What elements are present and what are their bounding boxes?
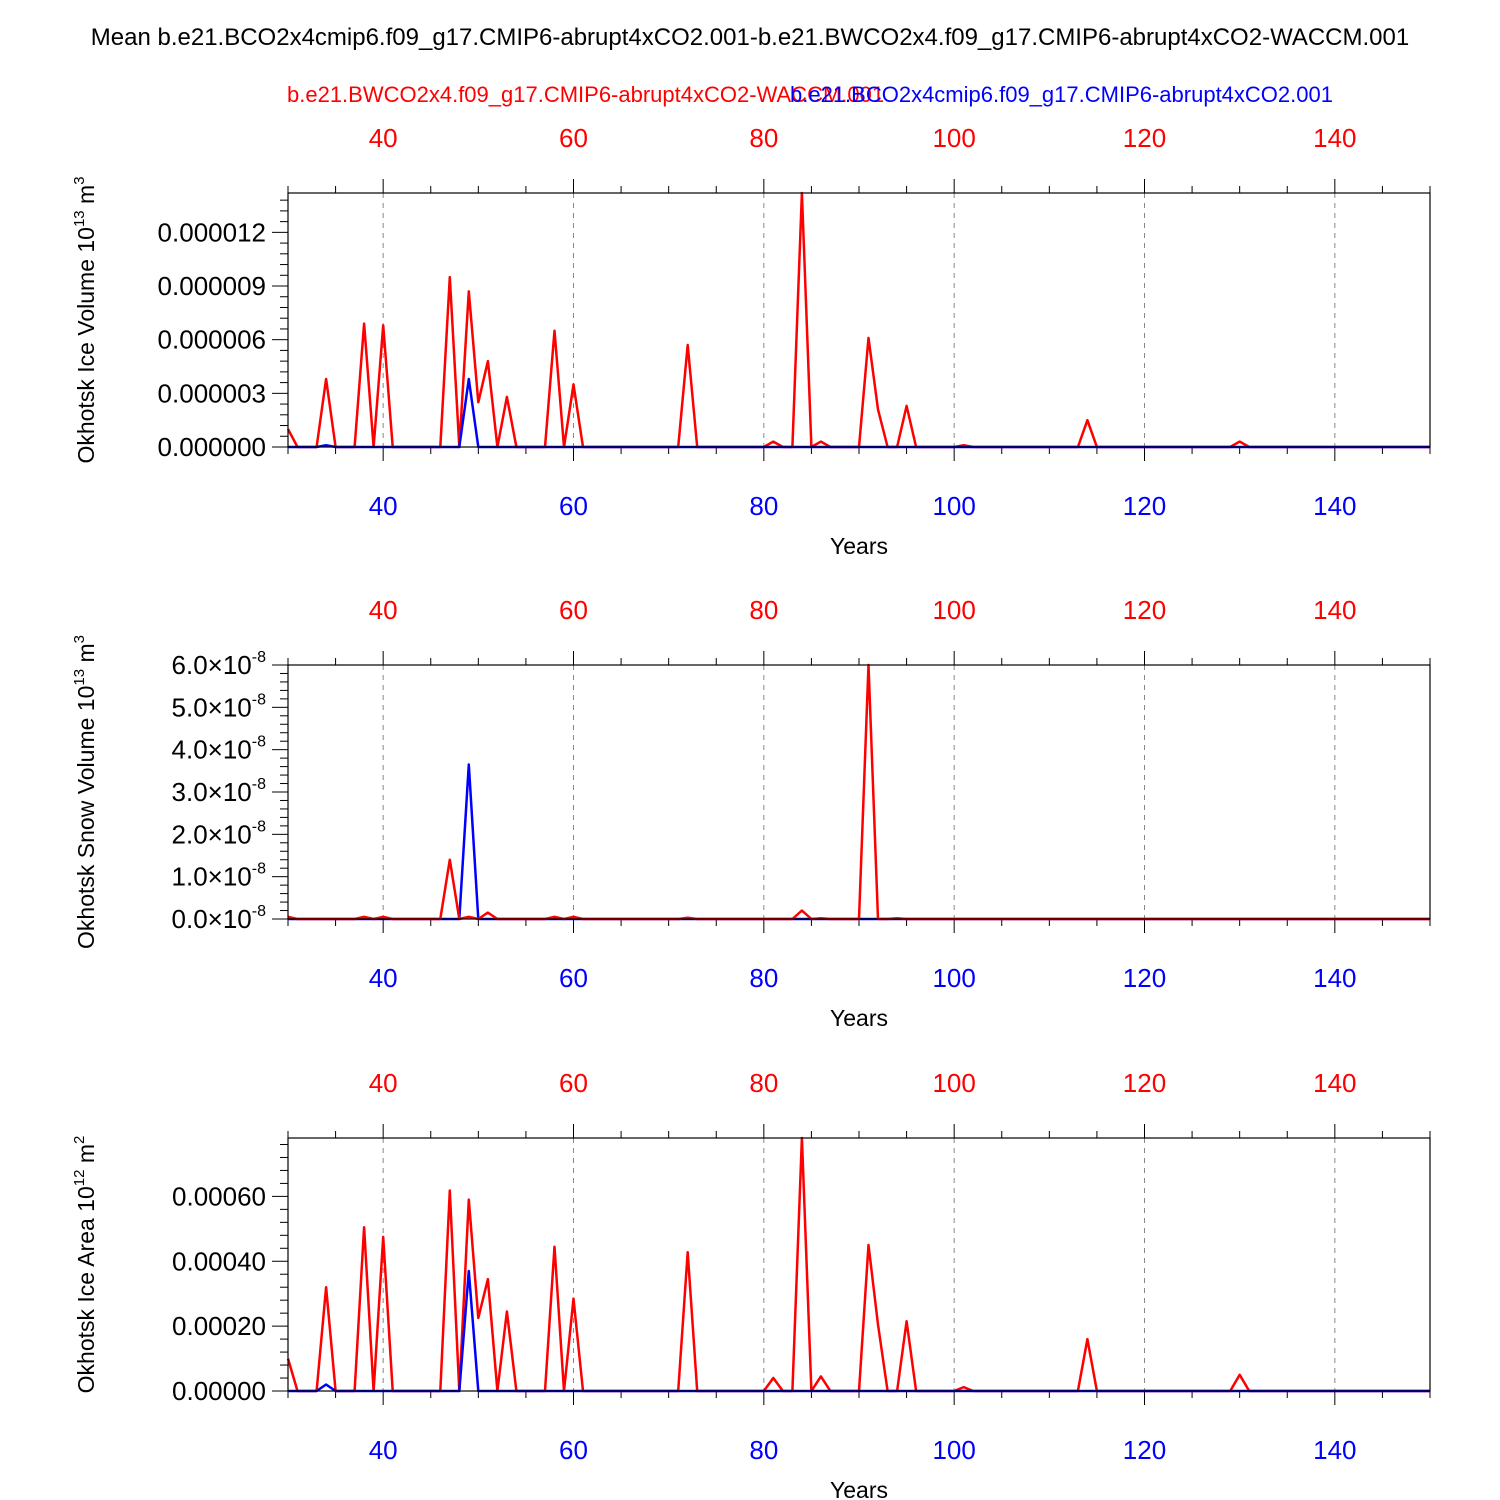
- x-tick-label-top: 40: [369, 123, 398, 153]
- legend-blue-series-label: b.e21.BCO2x4cmip6.f09_g17.CMIP6-abrupt4x…: [790, 82, 1333, 107]
- x-tick-label-top: 60: [559, 123, 588, 153]
- y-tick-label: 0.000000: [158, 432, 266, 462]
- x-tick-label-bottom: 140: [1313, 963, 1356, 993]
- x-tick-label-top: 80: [749, 1068, 778, 1098]
- y-tick-label: 0.00000: [172, 1376, 266, 1406]
- x-tick-label-top: 140: [1313, 123, 1356, 153]
- chart-panels: 40 40 60 60 80 80 100 100 120 120 140 140 Years 0.000…: [71, 123, 1431, 1500]
- y-tick-label: 2.0×10-8: [172, 818, 267, 849]
- x-tick-label-top: 80: [749, 595, 778, 625]
- x-tick-label-top: 120: [1123, 1068, 1166, 1098]
- plot-frame: [287, 1137, 1431, 1392]
- x-tick-label-bottom: 140: [1313, 1435, 1356, 1465]
- y-tick-label: 0.000003: [158, 378, 266, 408]
- y-tick-label: 0.000012: [158, 217, 266, 247]
- legend-red-series-label: b.e21.BWCO2x4.f09_g17.CMIP6-abrupt4xCO2-…: [287, 82, 884, 107]
- x-tick-label-top: 60: [559, 595, 588, 625]
- y-axis-label: Okhotsk Ice Area 1012 m2: [71, 1136, 99, 1394]
- x-tick-label-top: 140: [1313, 595, 1356, 625]
- x-tick-label-bottom: 40: [369, 491, 398, 521]
- x-tick-label-bottom: 100: [932, 963, 975, 993]
- y-tick-label: 0.000009: [158, 271, 266, 301]
- chart-panel-3: 40 40 60 60 80 80 100 100 120 120 140 140 Years 0.000…: [71, 1068, 1431, 1500]
- y-axis-label: Okhotsk Ice Volume 1013 m3: [71, 176, 99, 463]
- x-tick-label-bottom: 60: [559, 1435, 588, 1465]
- plot-frame: [287, 192, 1431, 448]
- x-tick-label-top: 100: [932, 1068, 975, 1098]
- x-tick-label-bottom: 120: [1123, 1435, 1166, 1465]
- series-line-red: [287, 663, 1430, 921]
- x-tick-label-top: 60: [559, 1068, 588, 1098]
- x-tick-label-bottom: 60: [559, 963, 588, 993]
- x-tick-label-bottom: 100: [932, 1435, 975, 1465]
- y-tick-label: 0.00040: [172, 1246, 266, 1276]
- chart-panel-1: 40 40 60 60 80 80 100 100 120 120 140 140 Years 0.000…: [71, 123, 1431, 559]
- chart-panel-2: 40 40 60 60 80 80 100 100 120 120 140 140 Years 0.0×1…: [71, 595, 1431, 1031]
- series-line-red: [286, 1136, 1430, 1393]
- y-tick-label: 6.0×10-8: [172, 649, 267, 680]
- plot-frame: [287, 664, 1431, 920]
- x-tick-label-bottom: 60: [559, 491, 588, 521]
- x-tick-label-bottom: 80: [749, 1435, 778, 1465]
- x-tick-label-bottom: 100: [932, 491, 975, 521]
- x-axis-label: Years: [830, 1477, 888, 1500]
- x-tick-label-top: 40: [369, 1068, 398, 1098]
- y-tick-label: 4.0×10-8: [172, 734, 267, 765]
- y-tick-label: 5.0×10-8: [172, 691, 267, 722]
- x-tick-label-top: 100: [932, 595, 975, 625]
- x-tick-label-top: 120: [1123, 123, 1166, 153]
- y-tick-label: 0.000006: [158, 325, 266, 355]
- x-tick-label-top: 120: [1123, 595, 1166, 625]
- x-tick-label-bottom: 120: [1123, 491, 1166, 521]
- y-tick-label: 1.0×10-8: [172, 861, 267, 892]
- figure-title: Mean b.e21.BCO2x4cmip6.f09_g17.CMIP6-abr…: [91, 24, 1409, 51]
- x-tick-label-top: 80: [749, 123, 778, 153]
- x-tick-label-bottom: 80: [749, 963, 778, 993]
- x-axis-label: Years: [830, 1005, 888, 1031]
- y-tick-label: 0.0×10-8: [172, 903, 267, 934]
- x-tick-label-bottom: 80: [749, 491, 778, 521]
- x-axis-label: Years: [830, 533, 888, 559]
- x-tick-label-top: 140: [1313, 1068, 1356, 1098]
- series-line-red: [286, 191, 1430, 449]
- x-tick-label-bottom: 40: [369, 1435, 398, 1465]
- x-tick-label-bottom: 120: [1123, 963, 1166, 993]
- x-tick-label-bottom: 140: [1313, 491, 1356, 521]
- x-tick-label-top: 40: [369, 595, 398, 625]
- y-tick-label: 0.00060: [172, 1181, 266, 1211]
- x-tick-label-top: 100: [932, 123, 975, 153]
- y-axis-label: Okhotsk Snow Volume 1013 m3: [71, 635, 99, 949]
- x-tick-label-bottom: 40: [369, 963, 398, 993]
- y-tick-label: 0.00020: [172, 1311, 266, 1341]
- y-tick-label: 3.0×10-8: [172, 776, 267, 807]
